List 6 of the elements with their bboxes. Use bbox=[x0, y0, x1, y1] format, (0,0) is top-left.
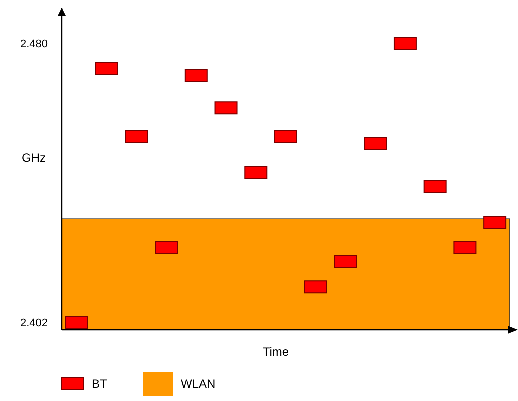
legend-label: WLAN bbox=[181, 377, 216, 392]
x-axis-title: Time bbox=[262, 345, 290, 359]
legend-label: BT bbox=[92, 377, 108, 392]
y-tick-label: 2.402 bbox=[20, 318, 48, 330]
y-axis-title: GHz bbox=[22, 151, 46, 165]
y-tick-label: 2.480 bbox=[20, 38, 48, 51]
